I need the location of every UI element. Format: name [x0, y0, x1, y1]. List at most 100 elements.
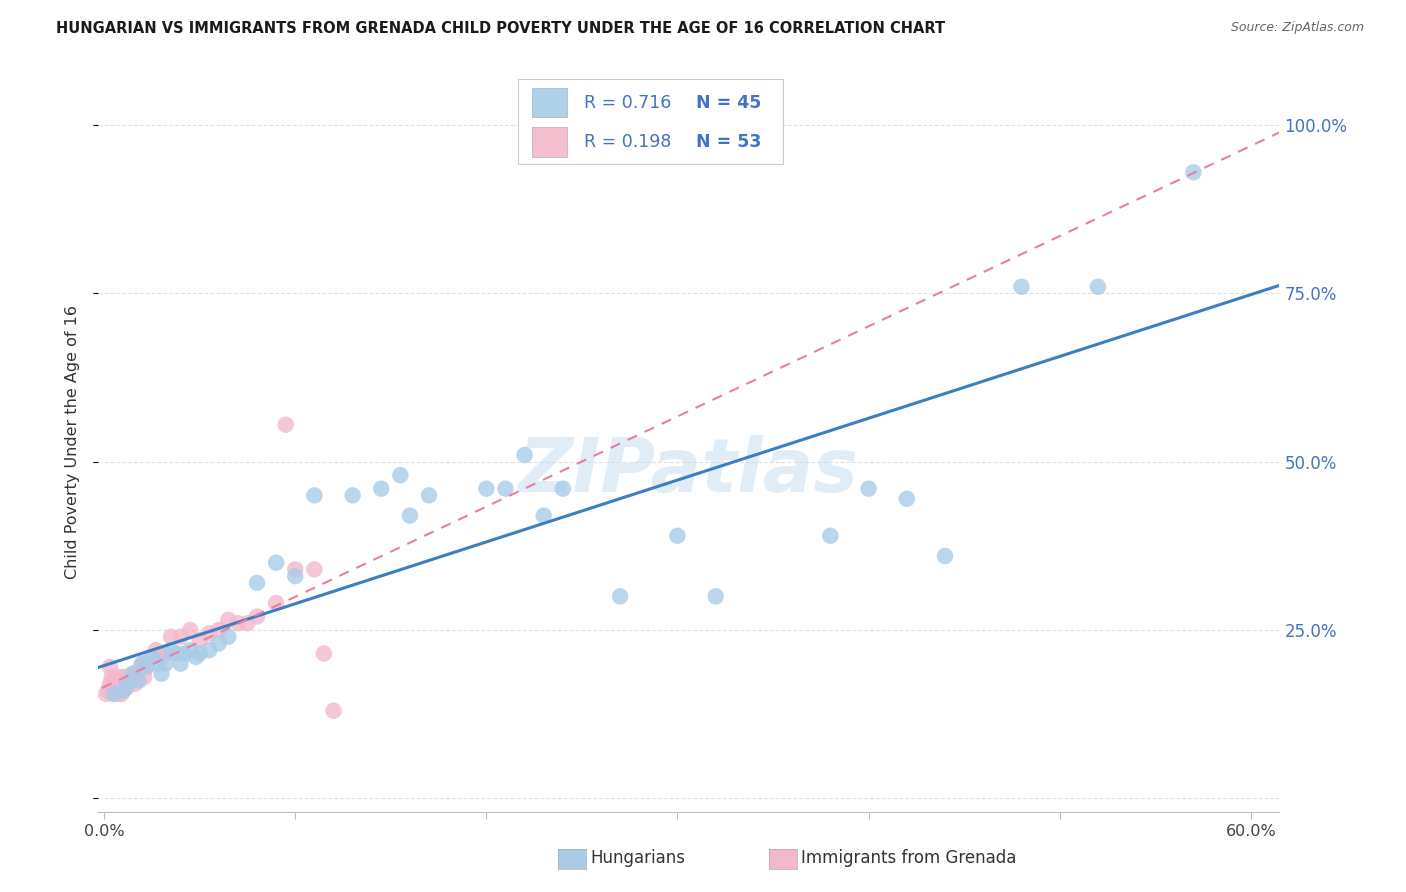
Point: [150, 649, 173, 664]
Point: [146, 657, 169, 671]
Point: [104, 673, 127, 688]
Point: [131, 657, 153, 671]
Point: [160, 630, 183, 644]
Point: [896, 491, 918, 506]
Point: [704, 590, 727, 604]
Point: [129, 660, 152, 674]
Text: Source: ZipAtlas.com: Source: ZipAtlas.com: [1230, 21, 1364, 34]
Point: [120, 673, 142, 688]
Point: [934, 549, 956, 563]
Point: [108, 687, 131, 701]
Point: [284, 562, 307, 576]
Point: [322, 704, 344, 718]
Point: [264, 596, 287, 610]
Y-axis label: Child Poverty Under the Age of 16: Child Poverty Under the Age of 16: [65, 304, 80, 579]
Point: [112, 683, 135, 698]
Text: R = 0.716: R = 0.716: [583, 94, 671, 112]
Text: Immigrants from Grenada: Immigrants from Grenada: [801, 849, 1017, 867]
Point: [97, 683, 120, 698]
Text: ZIPatlas: ZIPatlas: [519, 434, 859, 508]
Point: [103, 687, 125, 701]
Point: [820, 529, 842, 543]
Point: [110, 687, 132, 701]
Point: [666, 529, 689, 543]
Point: [135, 660, 157, 674]
Point: [304, 562, 326, 576]
Point: [495, 482, 517, 496]
Point: [134, 670, 156, 684]
Point: [112, 670, 135, 684]
Point: [513, 448, 536, 462]
Point: [1011, 279, 1033, 293]
Point: [115, 670, 138, 684]
Point: [155, 647, 177, 661]
Point: [160, 643, 183, 657]
Point: [125, 666, 148, 681]
Point: [104, 683, 127, 698]
Point: [150, 666, 173, 681]
Point: [236, 616, 259, 631]
Point: [101, 680, 124, 694]
Point: [98, 660, 121, 674]
Point: [184, 649, 207, 664]
Point: [188, 647, 211, 661]
Text: N = 53: N = 53: [696, 133, 762, 151]
Point: [128, 673, 150, 688]
FancyBboxPatch shape: [531, 87, 567, 118]
Point: [103, 687, 125, 701]
Point: [145, 643, 167, 657]
Text: Hungarians: Hungarians: [591, 849, 686, 867]
Point: [124, 677, 146, 691]
Point: [121, 666, 143, 681]
Point: [135, 660, 157, 674]
Point: [1182, 165, 1205, 179]
Point: [112, 680, 135, 694]
Point: [166, 647, 188, 661]
Point: [551, 482, 574, 496]
Point: [118, 673, 141, 688]
Point: [226, 616, 249, 631]
Point: [418, 488, 440, 502]
Point: [188, 633, 211, 648]
Point: [103, 680, 125, 694]
Point: [121, 666, 143, 681]
Point: [173, 647, 195, 661]
Point: [1087, 279, 1109, 293]
Point: [274, 417, 297, 432]
Point: [169, 657, 191, 671]
FancyBboxPatch shape: [517, 78, 783, 164]
FancyBboxPatch shape: [531, 127, 567, 157]
Point: [115, 677, 138, 691]
Point: [141, 649, 163, 664]
Point: [114, 673, 136, 688]
Point: [858, 482, 880, 496]
Point: [198, 626, 221, 640]
Point: [141, 649, 163, 664]
Point: [198, 643, 221, 657]
Text: R = 0.198: R = 0.198: [583, 133, 671, 151]
Point: [101, 670, 124, 684]
Point: [131, 657, 153, 671]
Point: [399, 508, 422, 523]
Point: [312, 647, 335, 661]
Text: HUNGARIAN VS IMMIGRANTS FROM GRENADA CHILD POVERTY UNDER THE AGE OF 16 CORRELATI: HUNGARIAN VS IMMIGRANTS FROM GRENADA CHI…: [56, 21, 945, 36]
Point: [179, 623, 201, 637]
Point: [264, 556, 287, 570]
Point: [103, 673, 125, 688]
Point: [108, 677, 131, 691]
Point: [155, 657, 177, 671]
Point: [107, 680, 129, 694]
Point: [110, 673, 132, 688]
Point: [136, 657, 159, 671]
Point: [217, 630, 239, 644]
Text: N = 45: N = 45: [696, 94, 762, 112]
Point: [169, 630, 191, 644]
Point: [115, 680, 138, 694]
Point: [107, 670, 129, 684]
Point: [246, 575, 269, 590]
Point: [246, 609, 269, 624]
Point: [94, 687, 117, 701]
Point: [98, 677, 121, 691]
Point: [533, 508, 555, 523]
Point: [128, 673, 150, 688]
